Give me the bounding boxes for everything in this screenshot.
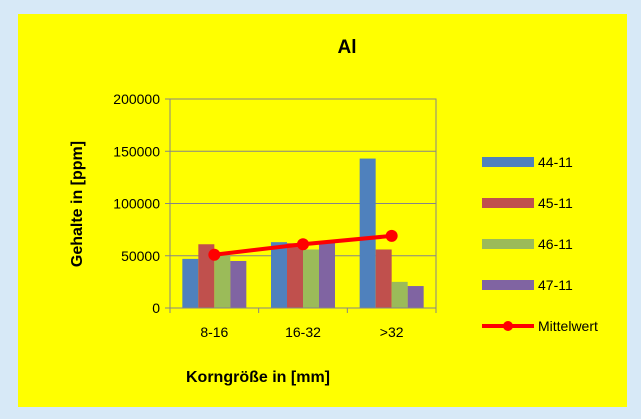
legend-marker [503,321,513,331]
line-point [208,248,221,261]
legend-label: Mittelwert [538,318,598,334]
bar [182,258,199,308]
x-tick-label: >32 [380,324,404,340]
legend-swatch [482,280,534,290]
bars [182,158,424,308]
y-tick-label: 150000 [113,143,160,159]
bar [303,249,319,308]
axes [165,98,437,313]
chart-title: Al [338,37,357,58]
bar [391,281,408,308]
x-tick-label: 16-32 [285,324,321,340]
bar [271,242,287,308]
x-tick-label: 8-16 [200,324,228,340]
bar [287,243,303,308]
legend-swatch [482,239,534,249]
bar [407,286,424,308]
average-line [208,229,398,261]
y-tick-label: 100000 [113,196,160,212]
bar [319,241,335,308]
y-tick-label: 50000 [121,248,160,264]
y-axis-label: Gehalte in [ppm] [69,141,86,267]
chart-background [18,14,627,407]
tick-labels: 0 50000 100000 150000 200000 8-16 16-32 >32 [113,91,403,340]
bar [214,254,231,308]
legend-swatch [482,157,534,167]
legend-label: 47-11 [538,277,573,293]
legend-label: 44-11 [538,154,573,170]
y-tick-label: 0 [152,300,160,316]
legend: 44-11 45-11 46-11 47-11 Mittelwert [482,154,598,334]
y-tick-label: 200000 [113,91,160,107]
bar [230,260,247,308]
legend-swatch [482,198,534,208]
legend-label: 46-11 [538,236,573,252]
legend-label: 45-11 [538,195,573,211]
bar [198,244,215,308]
bar [359,158,376,308]
line-point [385,229,398,242]
x-axis-label: Korngröße in [mm] [186,369,330,386]
line-point [297,238,309,251]
bar [375,249,392,308]
